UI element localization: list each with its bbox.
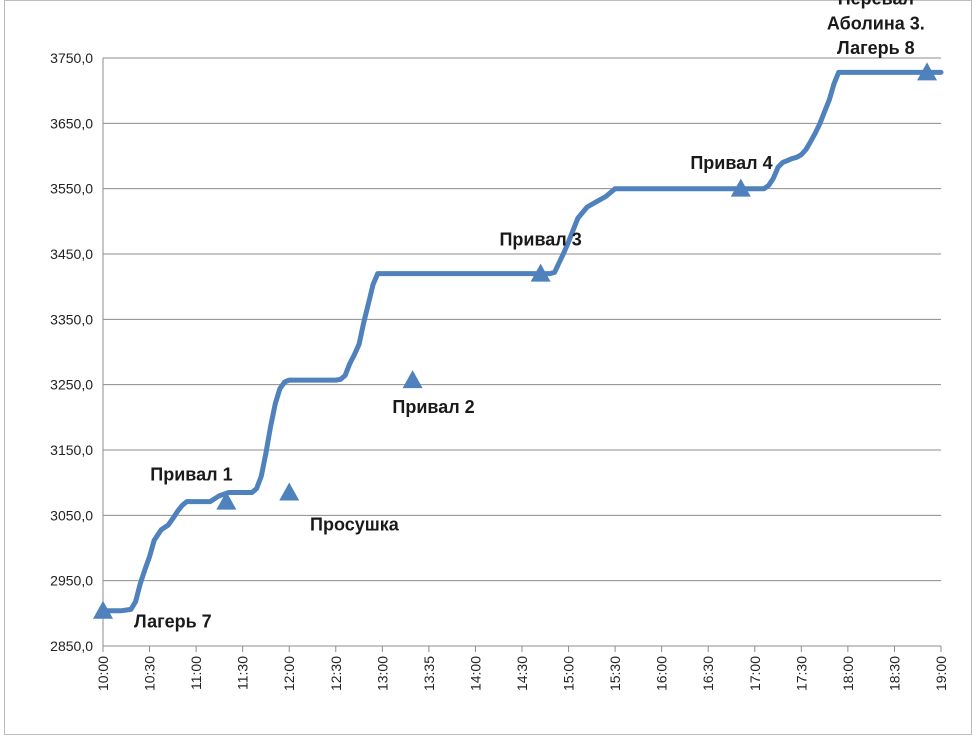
x-tick-label: 11:00 xyxy=(188,656,204,690)
x-tick-label: 12:00 xyxy=(281,656,297,691)
y-tick-label: 3050,0 xyxy=(50,507,93,523)
x-tick-label: 16:30 xyxy=(700,656,716,691)
data-point-marker xyxy=(730,178,751,197)
y-tick-label: 2950,0 xyxy=(50,573,93,589)
x-tick-label: 17:00 xyxy=(747,656,763,691)
data-point-marker xyxy=(402,370,423,389)
x-tick-label: 15:30 xyxy=(607,656,623,691)
y-tick-label: 3250,0 xyxy=(50,377,93,393)
elevation-series-line xyxy=(100,69,944,614)
data-point-marker xyxy=(917,62,938,81)
annotation-label: Лагерь 8 xyxy=(837,38,915,58)
x-tick-label: 16:00 xyxy=(654,656,670,691)
annotation-label: Перевал xyxy=(838,0,914,8)
x-tick-label: 10:00 xyxy=(95,656,111,691)
data-point-marker xyxy=(216,491,237,510)
y-tick-label: 3450,0 xyxy=(50,246,93,262)
annotation-label: Привал 3 xyxy=(499,230,581,250)
x-tick-label: 18:30 xyxy=(886,656,902,691)
x-tick-label: 17:30 xyxy=(793,656,809,691)
x-tick-label: 15:00 xyxy=(561,656,577,691)
x-tick-label: 14:30 xyxy=(514,656,530,691)
annotation-label: Привал 4 xyxy=(690,153,772,173)
chart-frame xyxy=(4,0,972,735)
x-tick-label: 10:30 xyxy=(142,656,158,691)
x-tick-label: 14:00 xyxy=(467,656,483,691)
x-tick-label: 18:00 xyxy=(840,656,856,691)
y-tick-label: 3350,0 xyxy=(50,311,93,327)
y-tick-label: 3550,0 xyxy=(50,181,93,197)
x-tick-label: 13:35 xyxy=(421,656,437,691)
y-tick-label: 3650,0 xyxy=(50,115,93,131)
annotation-label: Просушка xyxy=(310,514,400,534)
y-tick-label: 3150,0 xyxy=(50,442,93,458)
x-tick-label: 13:00 xyxy=(374,656,390,691)
data-point-marker xyxy=(279,482,300,501)
x-tick-label: 19:00 xyxy=(933,656,949,691)
y-tick-label: 2850,0 xyxy=(50,638,93,654)
annotation-label: Привал 1 xyxy=(150,465,232,485)
annotation-label: Лагерь 7 xyxy=(134,612,212,632)
annotation-label: Привал 2 xyxy=(392,397,474,417)
x-tick-label: 12:30 xyxy=(328,656,344,691)
y-tick-label: 3750,0 xyxy=(50,50,93,66)
annotation-label: Аболина 3. xyxy=(827,13,925,33)
data-point-marker xyxy=(93,600,113,619)
data-point-marker xyxy=(530,263,551,282)
x-tick-label: 11:30 xyxy=(235,656,251,690)
